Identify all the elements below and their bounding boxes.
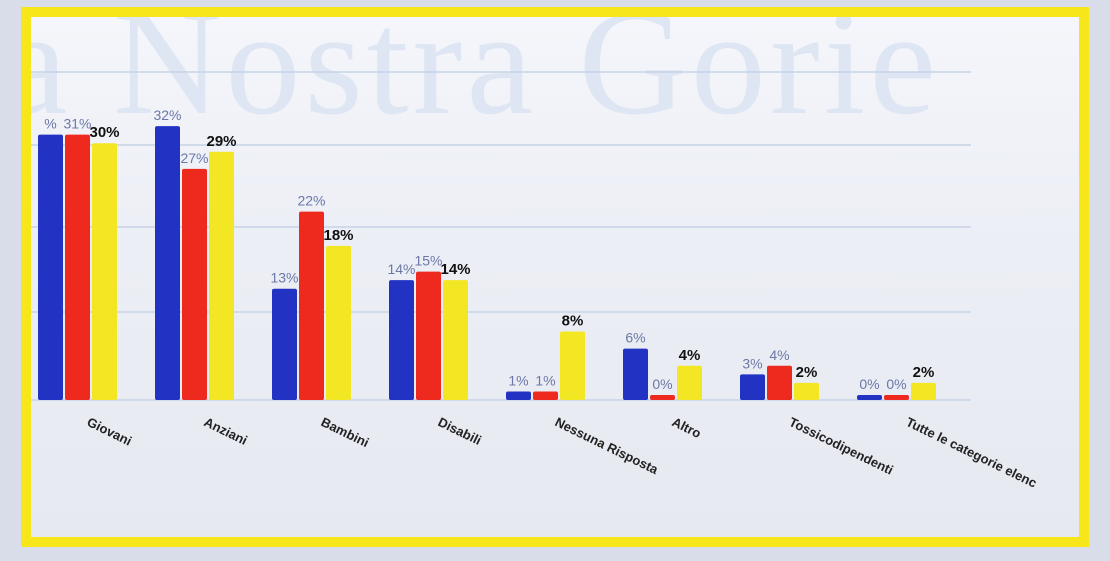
data-label: 0% [652,376,672,392]
bar-tossicodipendenti-series-2 [767,365,792,400]
bar-giovani-series-3 [92,143,117,400]
bar-nessuna-risposta-series-1 [506,391,531,400]
data-label: % [44,116,56,132]
category-label: Anziani [202,414,250,448]
bar-anziani-series-1 [155,126,180,400]
data-label: 31% [63,116,91,132]
bar-nessuna-risposta-series-2 [533,391,558,400]
bar-disabili-series-2 [416,271,441,400]
category-label: Altro [670,414,704,441]
data-label: 1% [535,372,555,388]
bar-anziani-series-2 [182,168,207,400]
category-label: Nessuna Risposta [553,414,662,477]
bar-bambini-series-3 [326,245,351,400]
category-label: Giovani [85,414,134,448]
data-label: 18% [323,227,353,244]
data-label: 8% [562,313,584,330]
bar-tutte-le-categorie-elenc-series-3 [911,382,936,400]
bar-altro-series-2 [650,395,675,400]
background-watermark-text: a Nostra Gorie [21,7,941,146]
data-label: 27% [180,150,208,166]
data-label: 0% [886,376,906,392]
data-label: 2% [796,364,818,381]
category-label: Tutte le categorie elenc [904,414,1040,490]
bar-altro-series-1 [623,348,648,400]
data-label: 29% [206,133,236,150]
data-label: 3% [742,355,762,371]
bar-tossicodipendenti-series-3 [794,382,819,400]
data-label: 14% [387,261,415,277]
bar-altro-series-3 [677,365,702,400]
bar-tutte-le-categorie-elenc-series-1 [857,395,882,400]
data-label: 13% [270,270,298,286]
data-label: 15% [414,253,442,269]
data-label: 2% [913,364,935,381]
data-label: 1% [508,372,528,388]
bar-nessuna-risposta-series-3 [560,331,585,400]
data-label: 0% [859,376,879,392]
category-label: Tossicodipendenti [787,414,896,477]
bar-tutte-le-categorie-elenc-series-2 [884,395,909,400]
bar-anziani-series-3 [209,151,234,400]
bar-giovani-series-2 [65,134,90,400]
data-label: 14% [440,261,470,278]
data-label: 4% [679,347,701,364]
bar-giovani-series-1 [38,134,63,400]
chart-frame: a Nostra Gorie % 31% 30% Giovani 32% 27% 29% An… [21,7,1089,547]
data-label: 22% [297,193,325,209]
bar-bambini-series-1 [272,288,297,400]
bar-disabili-series-1 [389,280,414,400]
bar-chart: % 31%30% Giovani 32% 27%29% Anziani 13% 22% 18% B… [31,71,1040,491]
bar-tossicodipendenti-series-1 [740,374,765,400]
bar-bambini-series-2 [299,211,324,400]
data-label: 4% [769,347,789,363]
bar-disabili-series-3 [443,280,468,400]
data-label: 6% [625,330,645,346]
data-label: 32% [153,107,181,123]
category-label: Bambini [319,414,372,450]
category-label: Disabili [436,414,484,448]
data-label: 30% [89,124,119,141]
